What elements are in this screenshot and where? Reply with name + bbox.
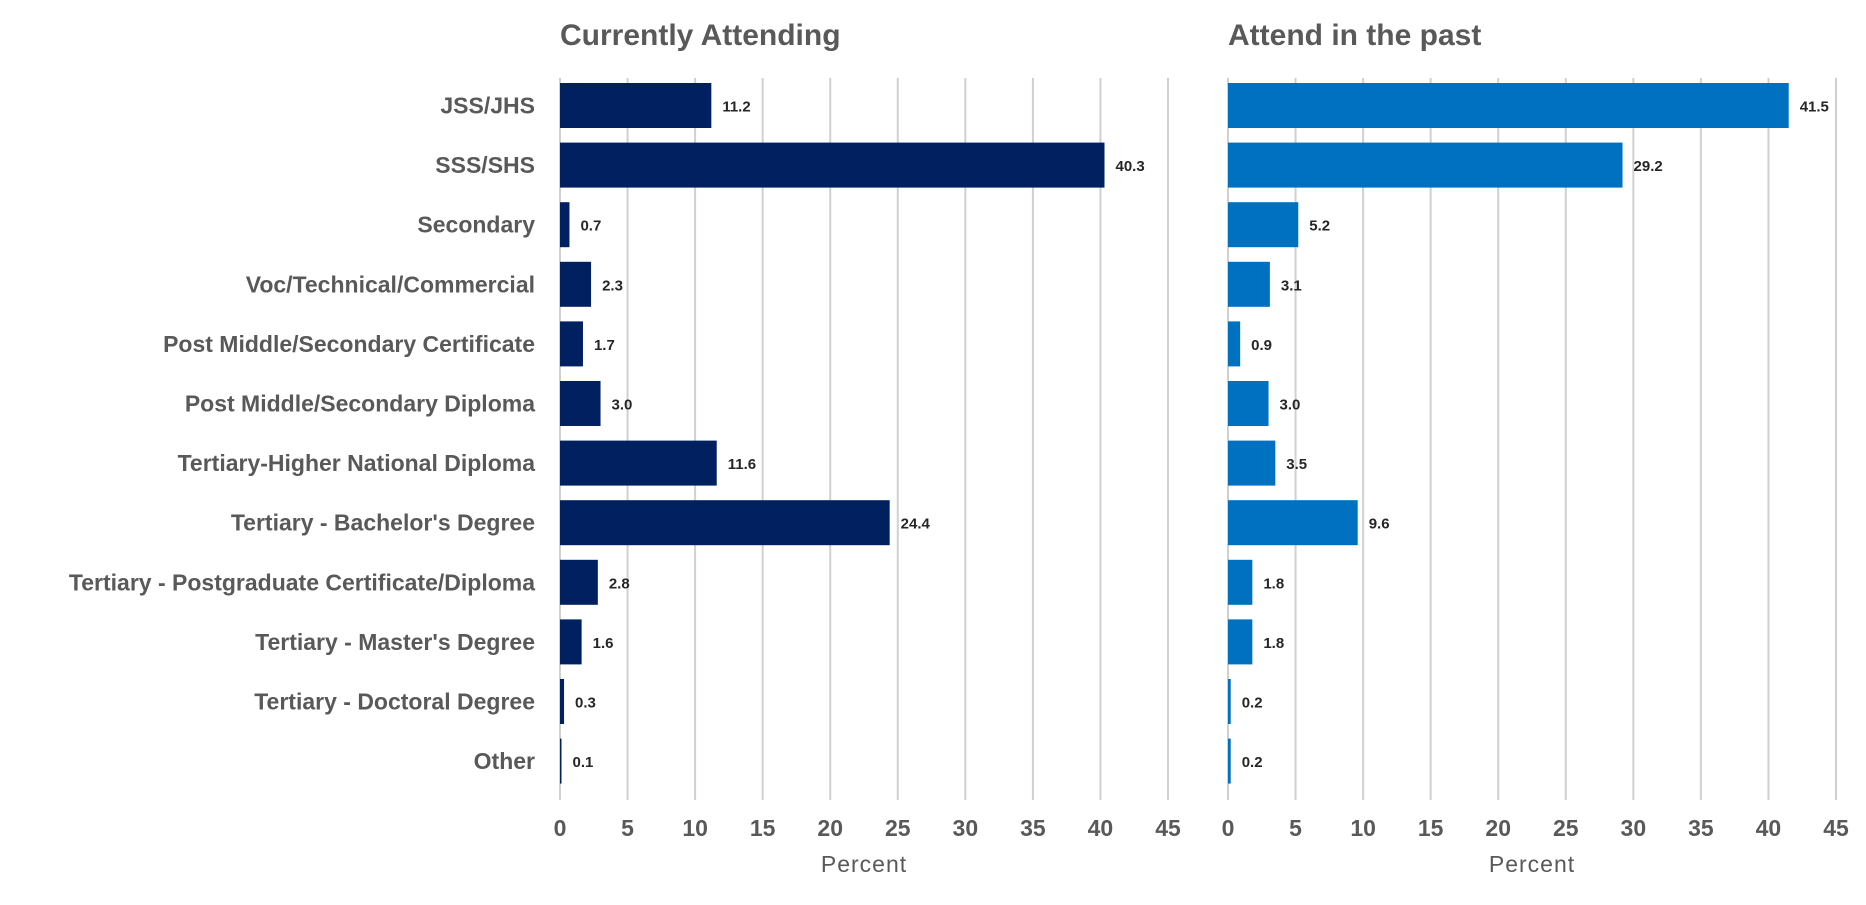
x-tick-label: 15 <box>750 815 776 841</box>
data-label: 3.0 <box>612 397 633 414</box>
bar <box>1228 321 1241 367</box>
bar <box>560 440 717 486</box>
data-label: 9.6 <box>1369 516 1390 533</box>
panel-title: Currently Attending <box>560 19 841 52</box>
x-tick-label: 0 <box>554 815 567 841</box>
x-tick-label: 15 <box>1418 815 1444 841</box>
x-tick-label: 0 <box>1222 815 1235 841</box>
bar <box>1228 440 1276 486</box>
data-label: 0.2 <box>1242 695 1263 712</box>
category-label: Post Middle/Secondary Certificate <box>163 331 535 357</box>
bar <box>1228 261 1270 307</box>
x-axis-title: Percent <box>1489 851 1575 877</box>
bar <box>560 738 562 784</box>
data-label: 0.3 <box>575 695 596 712</box>
data-label: 11.2 <box>722 99 750 116</box>
data-label: 0.2 <box>1242 754 1263 771</box>
data-label: 5.2 <box>1309 218 1330 235</box>
bar <box>1228 381 1269 426</box>
data-label: 0.9 <box>1251 337 1272 354</box>
data-label: 29.2 <box>1634 158 1663 175</box>
x-tick-label: 5 <box>1289 815 1302 841</box>
bar <box>1228 738 1231 784</box>
x-axis-title: Percent <box>821 851 907 877</box>
bar <box>560 559 598 605</box>
data-label: 40.3 <box>1115 158 1144 175</box>
data-label: 1.6 <box>593 635 614 652</box>
data-label: 11.6 <box>728 456 756 473</box>
bar <box>560 381 601 426</box>
data-label: 41.5 <box>1800 99 1829 116</box>
bar <box>560 83 712 128</box>
bar <box>560 321 583 367</box>
bar <box>560 261 592 307</box>
category-label: Post Middle/Secondary Diploma <box>185 391 535 417</box>
category-label: Tertiary - Master's Degree <box>255 629 535 655</box>
x-tick-label: 45 <box>1823 815 1849 841</box>
data-label: 2.3 <box>602 277 623 294</box>
category-label: JSS/JHS <box>440 93 535 119</box>
bar <box>560 619 582 665</box>
data-label: 1.7 <box>594 337 615 354</box>
data-label: 1.8 <box>1263 575 1284 592</box>
data-label: 3.1 <box>1281 277 1302 294</box>
x-tick-label: 35 <box>1688 815 1714 841</box>
bar <box>560 142 1105 188</box>
bar <box>1228 679 1231 724</box>
x-tick-label: 5 <box>621 815 634 841</box>
x-tick-label: 40 <box>1088 815 1114 841</box>
bar <box>1228 559 1253 605</box>
x-tick-label: 10 <box>682 815 708 841</box>
data-label: 0.7 <box>580 218 601 235</box>
data-label: 3.5 <box>1286 456 1307 473</box>
x-tick-label: 35 <box>1020 815 1046 841</box>
data-label: 1.8 <box>1263 635 1284 652</box>
category-label: Other <box>474 748 535 774</box>
bar <box>1228 500 1358 546</box>
data-label: 3.0 <box>1280 397 1301 414</box>
x-tick-label: 45 <box>1155 815 1181 841</box>
bar <box>1228 619 1253 665</box>
x-tick-label: 30 <box>953 815 979 841</box>
bar <box>1228 202 1299 248</box>
bar <box>1228 83 1789 128</box>
data-label: 2.8 <box>609 575 630 592</box>
x-tick-label: 30 <box>1621 815 1647 841</box>
bar <box>1228 142 1623 188</box>
category-label: Secondary <box>417 212 535 238</box>
bar <box>560 500 890 546</box>
category-label: SSS/SHS <box>435 152 535 178</box>
data-label: 24.4 <box>901 516 931 533</box>
x-tick-label: 10 <box>1350 815 1376 841</box>
panel-title: Attend in the past <box>1228 19 1481 52</box>
bar <box>560 679 565 724</box>
bar <box>560 202 570 248</box>
category-label: Voc/Technical/Commercial <box>246 271 535 297</box>
data-label: 0.1 <box>573 754 594 771</box>
category-label: Tertiary-Higher National Diploma <box>178 450 536 476</box>
x-tick-label: 40 <box>1756 815 1782 841</box>
category-label: Tertiary - Bachelor's Degree <box>231 510 535 536</box>
x-tick-label: 25 <box>885 815 911 841</box>
x-tick-label: 25 <box>1553 815 1579 841</box>
category-label: Tertiary - Postgraduate Certificate/Dipl… <box>69 569 535 595</box>
x-tick-label: 20 <box>1485 815 1511 841</box>
x-tick-label: 20 <box>817 815 843 841</box>
category-label: Tertiary - Doctoral Degree <box>254 689 535 715</box>
